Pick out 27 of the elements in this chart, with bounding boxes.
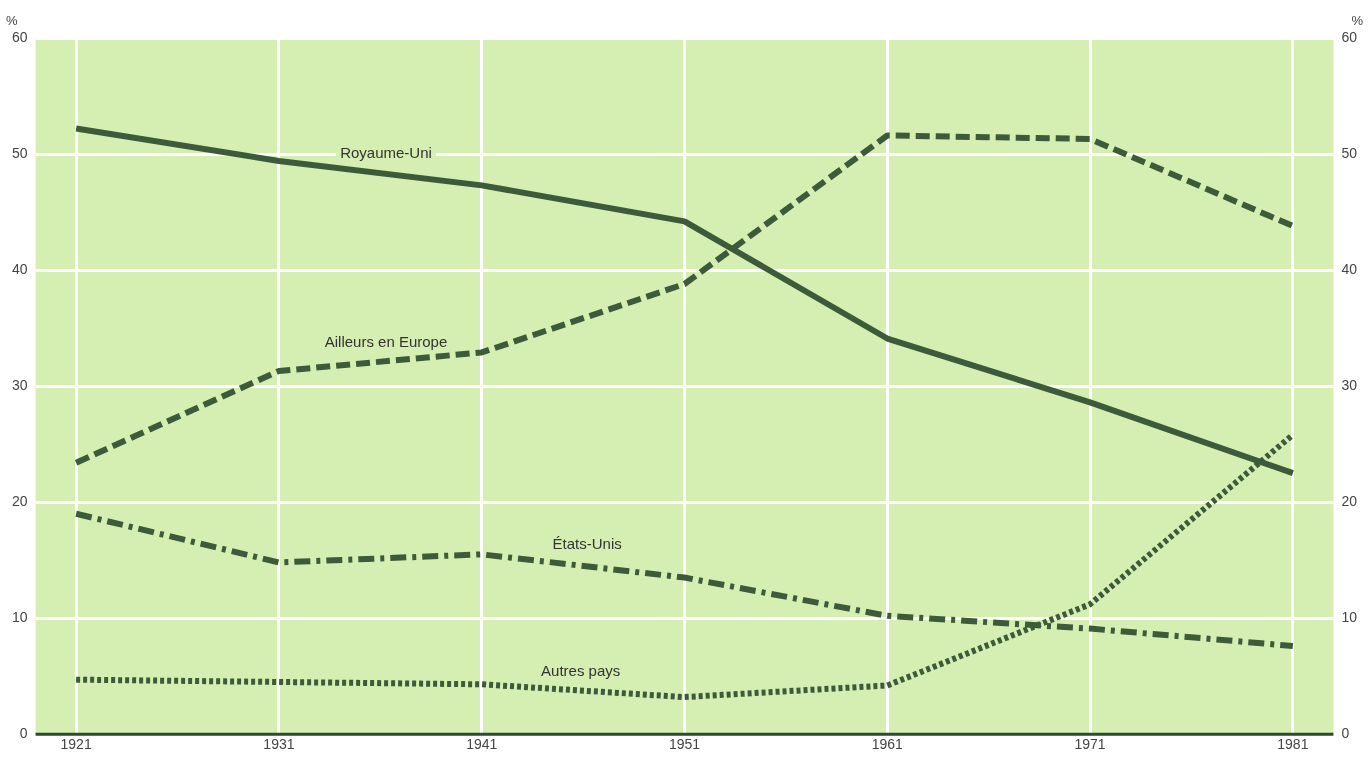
series-label: Autres pays [541,661,621,679]
x-tick-label: 1921 [60,736,92,753]
x-tick-label: 1931 [263,736,295,753]
y-tick-label: 30 [11,376,28,393]
y-tick-label: 50 [11,144,28,161]
y2-tick-label: 20 [1341,492,1358,509]
y2-tick-label: 60 [1341,28,1358,45]
series-label: Ailleurs en Europe [324,333,448,351]
y2-tick-label: 30 [1341,376,1358,393]
y-axis-title: % [6,13,18,29]
x-tick-label: 1961 [871,736,904,753]
series-label: Royaume-Uni [340,144,432,162]
y2-tick-label: 40 [1341,260,1358,277]
y2-tick-label: 50 [1341,144,1358,161]
x-tick-label: 1981 [1277,736,1309,753]
x-tick-label: 1971 [1074,736,1106,753]
y2-axis-title: % [1351,13,1364,29]
series-label: États-Unis [552,534,622,552]
y2-tick-label: 0 [1341,725,1350,742]
y-tick-label: 10 [11,609,28,626]
y-tick-label: 40 [11,260,28,277]
y-tick-label: 20 [11,492,28,509]
x-tick-label: 1941 [466,736,498,753]
x-tick-label: 1951 [668,736,701,753]
y-tick-label: 60 [11,28,28,45]
y-tick-label: 0 [19,725,28,742]
y2-tick-label: 10 [1341,609,1358,626]
